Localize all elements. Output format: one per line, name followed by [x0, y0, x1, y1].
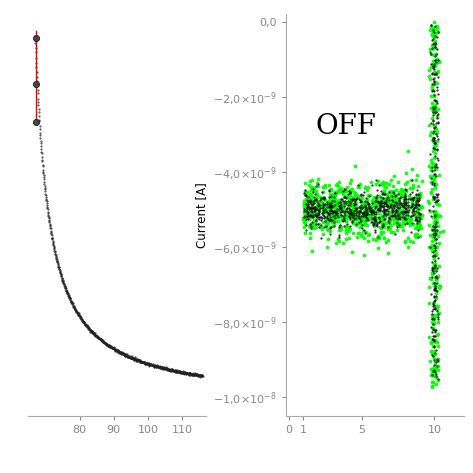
- Y-axis label: Current [A]: Current [A]: [195, 182, 208, 248]
- Text: OFF: OFF: [315, 114, 376, 140]
